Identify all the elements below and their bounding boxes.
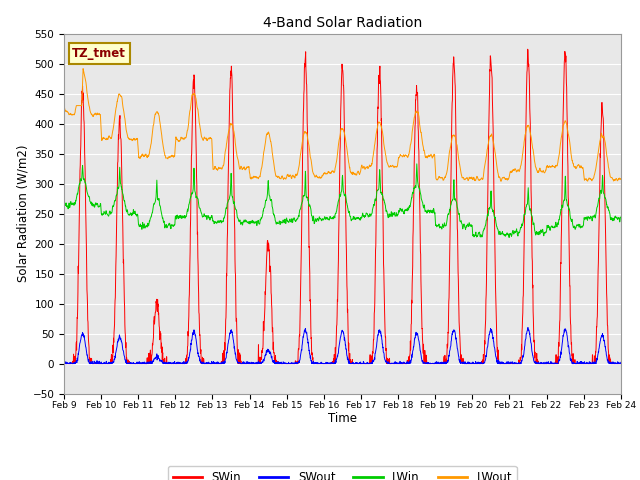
Legend: SWin, SWout, LWin, LWout: SWin, SWout, LWin, LWout (168, 466, 517, 480)
Title: 4-Band Solar Radiation: 4-Band Solar Radiation (263, 16, 422, 30)
X-axis label: Time: Time (328, 412, 357, 425)
Y-axis label: Solar Radiation (W/m2): Solar Radiation (W/m2) (17, 145, 29, 282)
Text: TZ_tmet: TZ_tmet (72, 47, 126, 60)
